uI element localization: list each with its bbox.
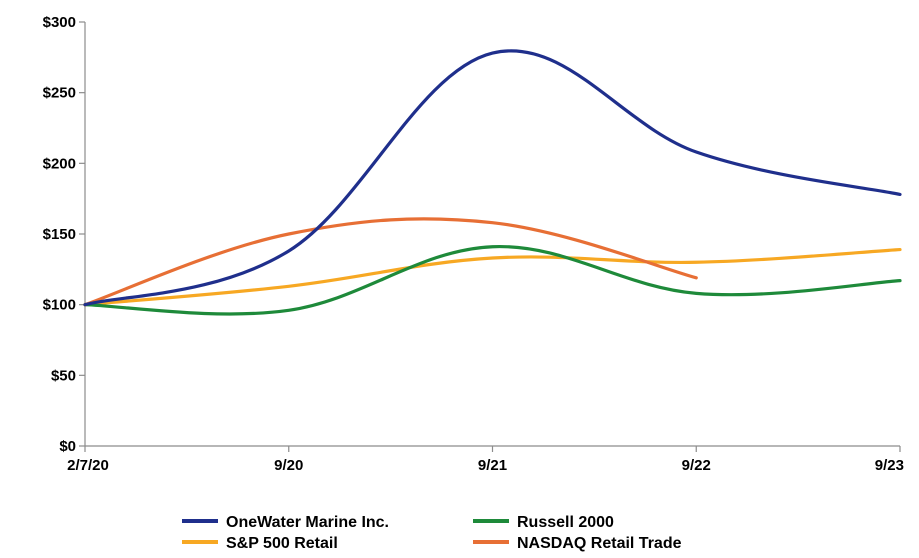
y-tick-label: $150 (43, 226, 76, 243)
x-tick-label: 9/21 (478, 457, 507, 474)
legend-label-onewater-marine-inc: OneWater Marine Inc. (226, 514, 389, 531)
y-tick-label: $300 (43, 14, 76, 31)
series-line-nasdaq-retail-trade (83, 217, 698, 307)
axes: $0 $50 $100 $150 $200 $250 $300 2/7/20 9/20 9/21 9… (43, 14, 904, 474)
legend: OneWater Marine Inc. Russell 2000 S&P 500 … (182, 514, 682, 552)
x-tick-label: 9/20 (274, 457, 303, 474)
x-tick-label: 2/7/20 (67, 457, 109, 474)
y-tick-label: $250 (43, 85, 76, 102)
x-tick-label: 9/23 (875, 457, 904, 474)
series-line-russell-2000 (83, 245, 902, 316)
series-line-onewater-marine-inc (83, 49, 902, 307)
legend-label-nasdaq-retail-trade: NASDAQ Retail Trade (517, 535, 682, 552)
y-tick-label: $50 (51, 367, 76, 384)
x-tick-label: 9/22 (682, 457, 711, 474)
series-lines (83, 49, 902, 316)
series-line-s-p-500-retail (83, 247, 902, 307)
y-tick-label: $100 (43, 297, 76, 314)
legend-label-s-p-500-retail: S&P 500 Retail (226, 535, 338, 552)
y-tick-label: $0 (59, 438, 76, 455)
legend-label-russell-2000: Russell 2000 (517, 514, 614, 531)
y-tick-label: $200 (43, 155, 76, 172)
